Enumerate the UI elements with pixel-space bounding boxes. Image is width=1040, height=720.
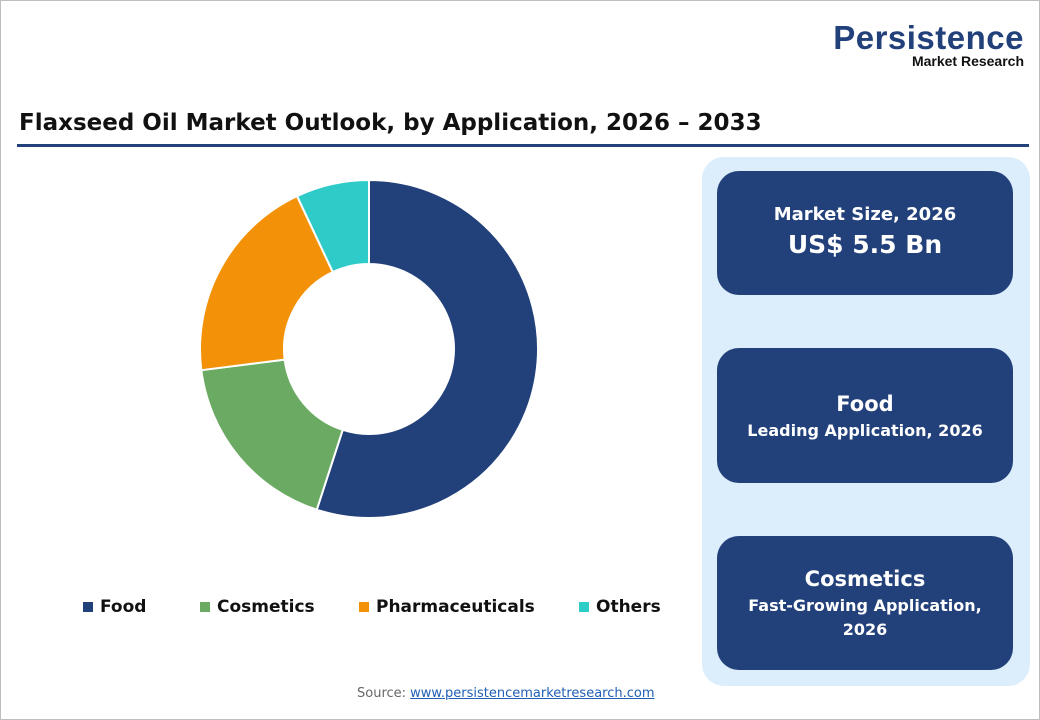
market-size-value: US$ 5.5 Bn [787,230,943,259]
slice-pharmaceuticals [199,194,335,372]
slice-cosmetics [200,358,344,511]
legend-item-pharmaceuticals: Pharmaceuticals [359,597,535,617]
source-label: Source: [357,686,407,701]
legend-swatch [200,602,210,612]
leading-application-label: Leading Application, 2026 [747,420,983,440]
title-divider [17,144,1029,147]
slice-others [295,178,370,274]
source-link[interactable]: www.persistencemarketresearch.com [410,686,655,701]
logo-sub: Market Research [911,53,1024,69]
market-size-label: Market Size, 2026 [773,204,957,225]
fast-growing-value: Cosmetics [804,567,926,591]
legend-swatch [359,602,369,612]
fast-growing-card: Cosmetics Fast-Growing Application, 2026 [717,536,1013,670]
source: Source: www.persistencemarketresearch.co… [357,686,655,701]
market-size-card: Market Size, 2026 US$ 5.5 Bn [717,171,1013,295]
legend-item-cosmetics: Cosmetics [200,597,315,617]
leading-application-card: Food Leading Application, 2026 [717,348,1013,483]
summary-panel: Market Size, 2026 US$ 5.5 Bn Food Leadin… [702,157,1030,686]
legend-item-others: Others [579,597,661,617]
fast-growing-label: Fast-Growing Application, 2026 [748,596,982,639]
legend-item-food: Food [83,597,146,617]
legend-label: Cosmetics [217,597,315,617]
legend-label: Others [596,597,661,617]
slice-food [315,178,539,519]
legend-swatch [83,602,93,612]
donut-chart [199,178,539,519]
legend-label: Food [100,597,147,617]
leading-application-value: Food [836,391,894,416]
logo-main: Persistence [833,19,1024,56]
legend-label: Pharmaceuticals [376,597,535,617]
page-title: Flaxseed Oil Market Outlook, by Applicat… [19,110,762,136]
legend-swatch [579,602,589,612]
logo: Persistence Market Research [833,19,1024,69]
